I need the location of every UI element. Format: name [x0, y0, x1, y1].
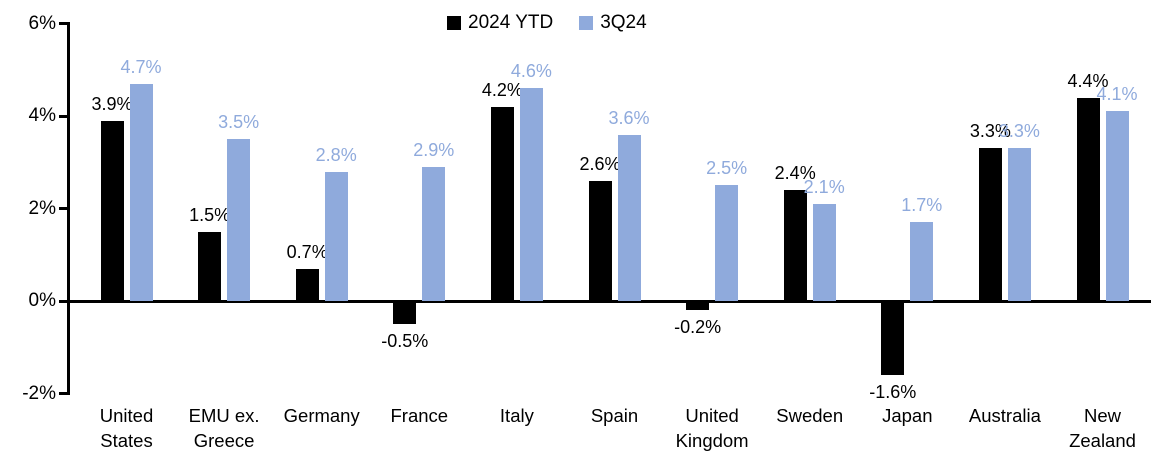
legend-label-3q24: 3Q24 — [600, 12, 647, 33]
bar-3q24-germany — [324, 171, 348, 301]
bar-2024-ytd-united-kingdom — [686, 301, 710, 311]
value-label-2024-ytd-spain: 2.6% — [579, 153, 621, 174]
value-label-2024-ytd-united-kingdom: -0.2% — [674, 317, 722, 338]
x-axis-category-label-japan: Japan — [882, 405, 933, 426]
y-axis-line — [67, 22, 70, 395]
value-label-2024-ytd-new-zealand: 4.4% — [1067, 70, 1109, 91]
value-label-3q24-australia: 3.3% — [998, 121, 1040, 142]
y-axis-tick — [59, 207, 67, 210]
y-axis-tick — [59, 299, 67, 303]
value-label-3q24-united-kingdom: 2.5% — [706, 158, 748, 179]
chart-legend: 2024 YTD 3Q24 — [447, 12, 647, 34]
value-label-3q24-germany: 2.8% — [315, 144, 357, 165]
x-axis-category-label-sweden: Sweden — [776, 405, 844, 426]
bar-3q24-sweden — [812, 203, 836, 301]
value-label-3q24-france: 2.9% — [413, 139, 455, 160]
x-axis-category-label-united-states: United States — [99, 405, 154, 451]
y-axis-tick-label: -2% — [22, 382, 56, 404]
bar-3q24-new-zealand — [1105, 111, 1129, 301]
x-axis-category-label-emu-ex-greece: EMU ex. Greece — [188, 405, 260, 451]
bar-2024-ytd-japan — [881, 301, 905, 375]
bar-2024-ytd-new-zealand — [1076, 97, 1100, 301]
value-label-2024-ytd-italy: 4.2% — [481, 79, 523, 100]
value-label-2024-ytd-sweden: 2.4% — [774, 163, 816, 183]
value-label-3q24-sweden: 2.1% — [803, 176, 845, 197]
legend-swatch-3q24 — [579, 16, 594, 30]
x-axis-category-label-germany: Germany — [283, 405, 360, 426]
bar-3q24-united-kingdom — [715, 185, 739, 301]
y-axis-tick-label: 2% — [28, 197, 56, 219]
value-label-3q24-spain: 3.6% — [608, 107, 650, 128]
x-axis-category-label-italy: Italy — [499, 405, 534, 426]
bar-2024-ytd-spain — [588, 180, 612, 301]
bar-3q24-italy — [519, 88, 543, 301]
value-label-3q24-united-states: 4.7% — [120, 56, 162, 77]
y-axis-tick — [59, 114, 67, 118]
x-axis-category-label-australia: Australia — [968, 405, 1041, 426]
value-label-2024-ytd-france: -0.5% — [381, 331, 429, 352]
x-axis-category-label-united-kingdom: United Kingdom — [675, 405, 749, 451]
value-label-3q24-emu-ex-greece: 3.5% — [218, 112, 260, 133]
bar-2024-ytd-germany — [295, 268, 319, 301]
y-axis-tick-label: 6% — [28, 12, 56, 34]
value-label-3q24-japan: 1.7% — [901, 195, 943, 216]
bar-3q24-japan — [910, 222, 934, 301]
bar-2024-ytd-australia — [978, 148, 1002, 301]
value-label-2024-ytd-emu-ex-greece: 1.5% — [189, 204, 231, 225]
bar-3q24-united-states — [129, 83, 153, 301]
bar-3q24-emu-ex-greece — [227, 139, 251, 301]
x-axis-category-label-france: France — [390, 405, 449, 426]
bar-3q24-australia — [1007, 148, 1031, 301]
y-axis-tick-label: 4% — [28, 105, 56, 126]
bar-2024-ytd-united-states — [100, 120, 124, 301]
bar-2024-ytd-sweden — [783, 190, 807, 301]
legend-item-2024-ytd: 2024 YTD — [447, 12, 553, 34]
bar-2024-ytd-france — [393, 301, 417, 325]
x-axis-category-label-spain: Spain — [590, 405, 639, 426]
y-axis-tick-label: 0% — [28, 290, 56, 311]
value-label-2024-ytd-united-states: 3.9% — [91, 93, 133, 114]
value-label-3q24-new-zealand: 4.1% — [1096, 84, 1138, 105]
bar-2024-ytd-emu-ex-greece — [198, 231, 222, 301]
bar-3q24-spain — [617, 134, 641, 301]
legend-label-2024-ytd: 2024 YTD — [468, 12, 554, 33]
legend-item-3q24: 3Q24 — [579, 12, 647, 34]
value-label-3q24-italy: 4.6% — [510, 61, 552, 82]
bar-3q24-france — [422, 166, 446, 301]
bar-2024-ytd-italy — [490, 106, 514, 301]
y-axis-tick — [59, 22, 67, 25]
value-label-2024-ytd-australia: 3.3% — [969, 121, 1011, 142]
y-axis-tick — [59, 392, 67, 395]
x-axis-zero-line — [67, 299, 1151, 303]
value-label-2024-ytd-japan: -1.6% — [869, 382, 917, 402]
value-label-2024-ytd-germany: 0.7% — [286, 241, 328, 262]
legend-swatch-2024-ytd — [447, 16, 461, 30]
x-axis-category-label-new-zealand: New Zealand — [1069, 405, 1136, 451]
